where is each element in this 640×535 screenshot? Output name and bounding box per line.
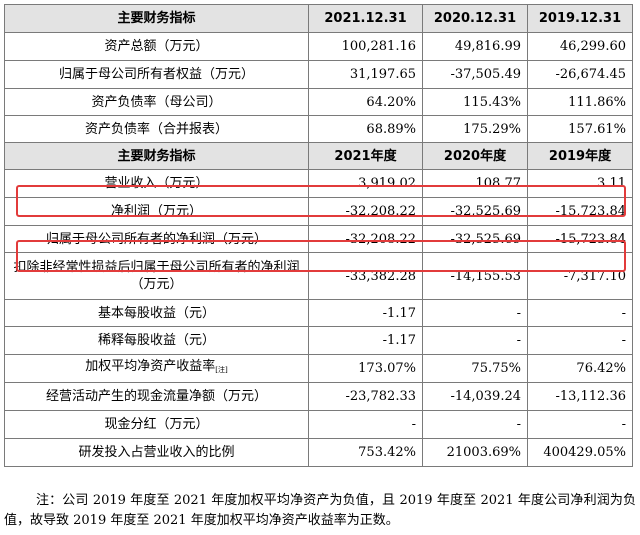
cell-value: -26,674.45 (527, 60, 633, 89)
cell-value: -1.17 (308, 299, 423, 327)
cell-value: 115.43% (422, 88, 528, 116)
cell-value: -14,155.53 (422, 252, 528, 300)
header-cell: 主要财务指标 (4, 4, 309, 33)
cell-value: 64.20% (308, 88, 423, 116)
header-cell: 主要财务指标 (4, 142, 309, 170)
row-label: 经营活动产生的现金流量净额（万元） (4, 382, 309, 411)
table-row: 资产负债率（合并报表） 68.89% 175.29% 157.61% (4, 115, 633, 143)
cell-value: -23,782.33 (308, 382, 423, 411)
table-row: 稀释每股收益（元） -1.17 - - (4, 326, 633, 355)
cell-value: 49,816.99 (422, 32, 528, 61)
table-row: 资产负债率（母公司） 64.20% 115.43% 111.86% (4, 88, 633, 116)
cell-value: 3,919.02 (308, 169, 423, 198)
cell-value: -13,112.36 (527, 382, 633, 411)
cell-value: - (527, 410, 633, 439)
table-row: 净利润（万元） -32,208.22 -32,525.69 -15,723.84 (4, 197, 633, 226)
table-row-parent-net-profit: 归属于母公司所有者的净利润（万元） -32,208.22 -32,525.69 … (4, 225, 633, 253)
row-label: 稀释每股收益（元） (4, 326, 309, 355)
cell-value: -7,317.10 (527, 252, 633, 300)
table-row: 加权平均净资产收益率[注] 173.07% 75.75% 76.42% (4, 354, 633, 383)
row-label: 净利润（万元） (4, 197, 309, 226)
financial-table-sheet: 主要财务指标 2021.12.31 2020.12.31 2019.12.31 … (4, 4, 636, 528)
cell-value: 400429.05% (527, 438, 633, 467)
table-header-row: 主要财务指标 2021年度 2020年度 2019年度 (4, 142, 633, 170)
table-row: 资产总额（万元） 100,281.16 49,816.99 46,299.60 (4, 32, 633, 61)
cell-value: - (527, 326, 633, 355)
cell-value: -33,382.28 (308, 252, 423, 300)
financial-indicators-table: 主要财务指标 2021.12.31 2020.12.31 2019.12.31 … (4, 4, 633, 467)
cell-value: - (527, 299, 633, 327)
cell-value: 75.75% (422, 354, 528, 383)
table-row: 基本每股收益（元） -1.17 - - (4, 299, 633, 327)
header-cell: 2020年度 (422, 142, 528, 170)
cell-value: 157.61% (527, 115, 633, 143)
cell-value: 31,197.65 (308, 60, 423, 89)
row-label: 扣除非经常性损益后归属于母公司所有者的净利润（万元） (4, 252, 309, 300)
row-label: 加权平均净资产收益率[注] (4, 354, 309, 383)
cell-value: 46,299.60 (527, 32, 633, 61)
cell-value: - (422, 299, 528, 327)
cell-value: 3.11 (527, 169, 633, 198)
cell-value: 21003.69% (422, 438, 528, 467)
cell-value: 76.42% (527, 354, 633, 383)
cell-value: 100,281.16 (308, 32, 423, 61)
table-header-row: 主要财务指标 2021.12.31 2020.12.31 2019.12.31 (4, 4, 633, 33)
header-cell: 2019年度 (527, 142, 633, 170)
table-row: 研发投入占营业收入的比例 753.42% 21003.69% 400429.05… (4, 438, 633, 467)
cell-value: -15,723.84 (527, 197, 633, 226)
cell-value: 753.42% (308, 438, 423, 467)
cell-value: -37,505.49 (422, 60, 528, 89)
row-label: 归属于母公司所有者权益（万元） (4, 60, 309, 89)
footnote-marker: [注] (215, 366, 228, 374)
cell-value: - (308, 410, 423, 439)
cell-value: -32,208.22 (308, 197, 423, 226)
row-label: 研发投入占营业收入的比例 (4, 438, 309, 467)
header-cell: 2020.12.31 (422, 4, 528, 33)
row-label: 基本每股收益（元） (4, 299, 309, 327)
cell-value: 68.89% (308, 115, 423, 143)
row-label: 资产负债率（合并报表） (4, 115, 309, 143)
row-label: 现金分红（万元） (4, 410, 309, 439)
cell-value: -1.17 (308, 326, 423, 355)
table-row: 归属于母公司所有者权益（万元） 31,197.65 -37,505.49 -26… (4, 60, 633, 89)
cell-value: -32,208.22 (308, 225, 423, 253)
cell-value: 111.86% (527, 88, 633, 116)
table-row: 经营活动产生的现金流量净额（万元） -23,782.33 -14,039.24 … (4, 382, 633, 411)
row-label: 营业收入（万元） (4, 169, 309, 198)
cell-value: 108.77 (422, 169, 528, 198)
table-row-revenue: 营业收入（万元） 3,919.02 108.77 3.11 (4, 169, 633, 198)
header-cell: 2021.12.31 (308, 4, 423, 33)
row-label-text: 加权平均净资产收益率 (85, 359, 216, 374)
cell-value: -32,525.69 (422, 225, 528, 253)
table-row: 现金分红（万元） - - - (4, 410, 633, 439)
header-cell: 2019.12.31 (527, 4, 633, 33)
header-cell: 2021年度 (308, 142, 423, 170)
cell-value: -14,039.24 (422, 382, 528, 411)
row-label: 归属于母公司所有者的净利润（万元） (4, 225, 309, 253)
cell-value: - (422, 326, 528, 355)
cell-value: 175.29% (422, 115, 528, 143)
footnote-text: 注：公司 2019 年度至 2021 年度加权平均净资产为负值，且 2019 年… (4, 493, 636, 528)
cell-value: -32,525.69 (422, 197, 528, 226)
row-label: 资产负债率（母公司） (4, 88, 309, 116)
table-row: 扣除非经常性损益后归属于母公司所有者的净利润（万元） -33,382.28 -1… (4, 252, 633, 300)
cell-value: 173.07% (308, 354, 423, 383)
row-label: 资产总额（万元） (4, 32, 309, 61)
cell-value: - (422, 410, 528, 439)
cell-value: -15,723.84 (527, 225, 633, 253)
